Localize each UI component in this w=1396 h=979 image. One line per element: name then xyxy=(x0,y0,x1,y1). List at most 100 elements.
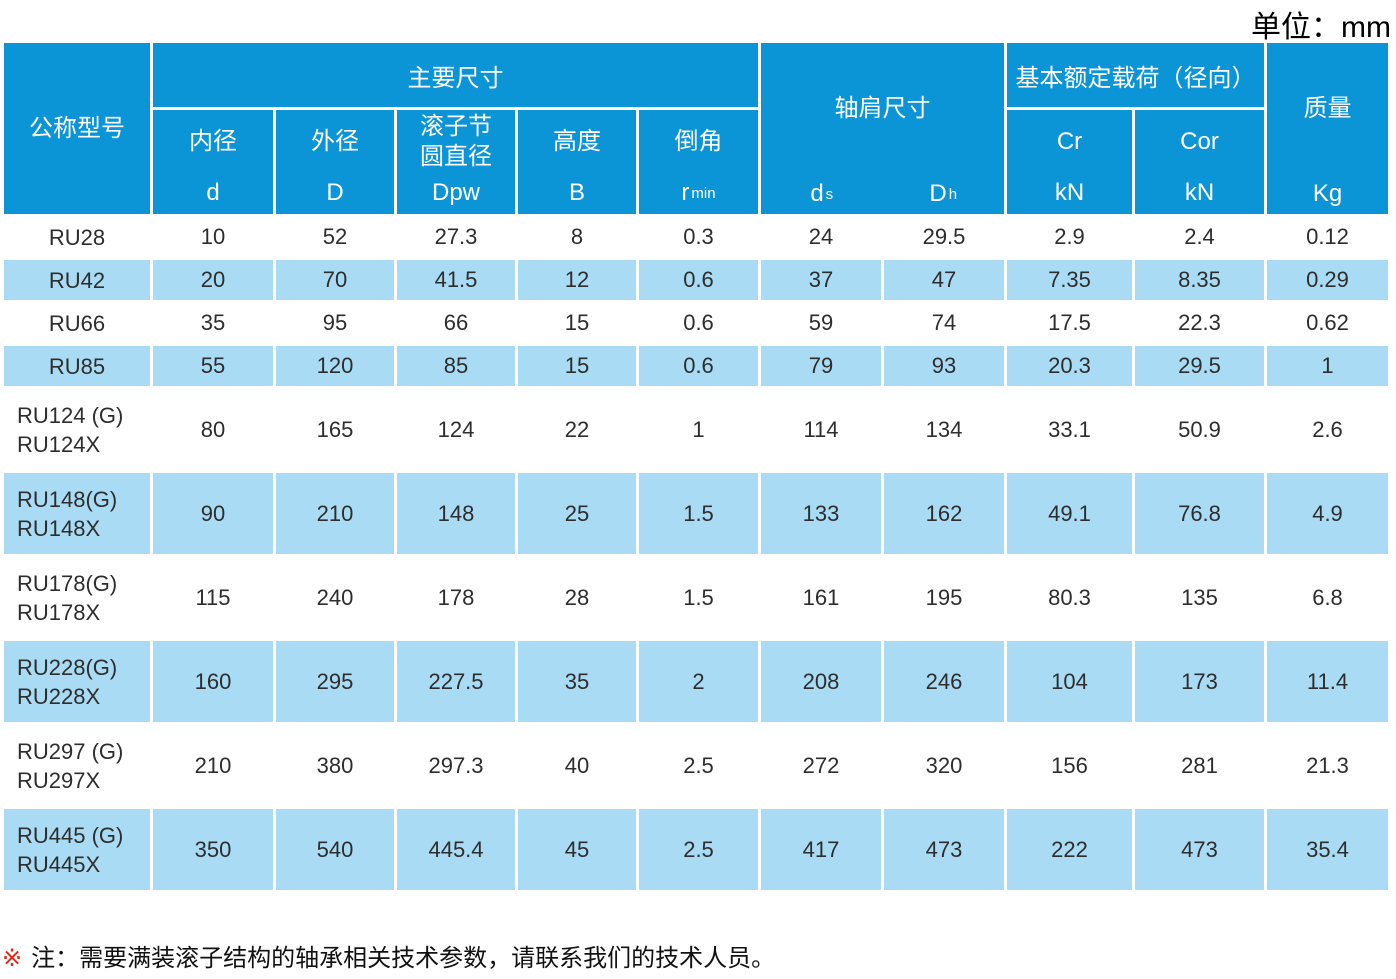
value-cell: 24 xyxy=(761,217,881,257)
header-rated-load: 基本额定载荷（径向） xyxy=(1007,43,1264,107)
value-cell: 12 xyxy=(518,260,636,300)
value-cell: 148 xyxy=(397,473,515,554)
value-cell: 2.9 xyxy=(1007,217,1132,257)
value-cell: 473 xyxy=(884,809,1004,890)
table-row: RU228(G) RU228X 160 295 227.5 35 2 208 246 104 173… xyxy=(4,641,1388,722)
table-row: RU445 (G) RU445X 350 540 445.4 45 2.5 417 473 222… xyxy=(4,809,1388,890)
value-cell: 0.3 xyxy=(639,217,758,257)
table-row: RU85 55 120 85 15 0.6 79 93 20.3 29.5 1 xyxy=(4,346,1388,386)
model-cell: RU228(G) RU228X xyxy=(4,641,150,722)
value-cell: 20.3 xyxy=(1007,346,1132,386)
value-cell: 115 xyxy=(153,557,273,638)
value-cell: 28 xyxy=(518,557,636,638)
value-cell: 2.5 xyxy=(639,809,758,890)
value-cell: 134 xyxy=(884,389,1004,470)
value-cell: 80 xyxy=(153,389,273,470)
value-cell: 2.6 xyxy=(1267,389,1388,470)
header-model-label: 公称型号 xyxy=(29,114,125,142)
value-cell: 162 xyxy=(884,473,1004,554)
model-cell: RU28 xyxy=(4,217,150,257)
table-row: RU42 20 70 41.5 12 0.6 37 47 7.35 8.35 0.29 xyxy=(4,260,1388,300)
value-cell: 2.5 xyxy=(639,725,758,806)
header-row-2: 内径 d 外径 D 滚子节 圆直径 xyxy=(4,110,1388,214)
header-col-cr: Cr kN xyxy=(1007,110,1132,214)
header-col-inner-diameter: 内径 d xyxy=(153,110,273,214)
note-asterisk: ※ xyxy=(2,945,23,972)
value-cell: 104 xyxy=(1007,641,1132,722)
value-cell: 45 xyxy=(518,809,636,890)
value-cell: 240 xyxy=(276,557,394,638)
value-cell: 15 xyxy=(518,303,636,343)
value-cell: 52 xyxy=(276,217,394,257)
value-cell: 29.5 xyxy=(1135,346,1264,386)
value-cell: 120 xyxy=(276,346,394,386)
value-cell: 6.8 xyxy=(1267,557,1388,638)
value-cell: 114 xyxy=(761,389,881,470)
header-mass-label: 质量 xyxy=(1303,94,1352,122)
value-cell: 35 xyxy=(153,303,273,343)
value-cell: 195 xyxy=(884,557,1004,638)
value-cell: 445.4 xyxy=(397,809,515,890)
value-cell: 76.8 xyxy=(1135,473,1264,554)
value-cell: 281 xyxy=(1135,725,1264,806)
value-cell: 133 xyxy=(761,473,881,554)
header-sym-Dpw: Dpw xyxy=(431,179,480,206)
model-cell: RU66 xyxy=(4,303,150,343)
table-row: RU124 (G) RU124X 80 165 124 22 1 114 134 33.1 50.9… xyxy=(4,389,1388,470)
value-cell: 1.5 xyxy=(639,473,758,554)
value-cell: 95 xyxy=(276,303,394,343)
value-cell: 93 xyxy=(884,346,1004,386)
table-body: RU28 10 52 27.3 8 0.3 24 29.5 2.9 2.4 0.12 RU42 20 70… xyxy=(4,217,1388,890)
table-row: RU297 (G) RU297X 210 380 297.3 40 2.5 272 320 156… xyxy=(4,725,1388,806)
value-cell: 20 xyxy=(153,260,273,300)
header-main-dims: 主要尺寸 xyxy=(153,43,758,107)
value-cell: 320 xyxy=(884,725,1004,806)
header-sym-B: B xyxy=(568,179,585,206)
value-cell: 35 xyxy=(518,641,636,722)
value-cell: 1 xyxy=(1267,346,1388,386)
header-col-chamfer: 倒角 r min xyxy=(639,110,758,214)
value-cell: 178 xyxy=(397,557,515,638)
value-cell: 350 xyxy=(153,809,273,890)
value-cell: 27.3 xyxy=(397,217,515,257)
note-text: 注：需要满装滚子结构的轴承相关技术参数，请联系我们的技术人员。 xyxy=(31,945,776,972)
value-cell: 70 xyxy=(276,260,394,300)
header-sym-D: D xyxy=(326,179,344,206)
header-col-outer-diameter: 外径 D xyxy=(276,110,394,214)
value-cell: 124 xyxy=(397,389,515,470)
value-cell: 90 xyxy=(153,473,273,554)
value-cell: 7.35 xyxy=(1007,260,1132,300)
value-cell: 80.3 xyxy=(1007,557,1132,638)
header-shoulder-label: 轴肩尺寸 xyxy=(834,94,931,122)
table-row: RU28 10 52 27.3 8 0.3 24 29.5 2.9 2.4 0.12 xyxy=(4,217,1388,257)
value-cell: 380 xyxy=(276,725,394,806)
header-sym-d: d xyxy=(206,179,220,206)
value-cell: 0.29 xyxy=(1267,260,1388,300)
value-cell: 417 xyxy=(761,809,881,890)
value-cell: 297.3 xyxy=(397,725,515,806)
model-cell: RU178(G) RU178X xyxy=(4,557,150,638)
model-cell: RU445 (G) RU445X xyxy=(4,809,150,890)
header-unit-cr: kN xyxy=(1054,179,1085,206)
value-cell: 40 xyxy=(518,725,636,806)
value-cell: 74 xyxy=(884,303,1004,343)
value-cell: 173 xyxy=(1135,641,1264,722)
value-cell: 135 xyxy=(1135,557,1264,638)
value-cell: 22.3 xyxy=(1135,303,1264,343)
header-col-height: 高度 B xyxy=(518,110,636,214)
value-cell: 0.12 xyxy=(1267,217,1388,257)
header-mass: 质量 Kg xyxy=(1267,43,1388,214)
value-cell: 17.5 xyxy=(1007,303,1132,343)
value-cell: 85 xyxy=(397,346,515,386)
value-cell: 29.5 xyxy=(884,217,1004,257)
table-row: RU66 35 95 66 15 0.6 59 74 17.5 22.3 0.62 xyxy=(4,303,1388,343)
value-cell: 1 xyxy=(639,389,758,470)
value-cell: 59 xyxy=(761,303,881,343)
value-cell: 540 xyxy=(276,809,394,890)
model-cell: RU42 xyxy=(4,260,150,300)
header-col-pitch-diameter: 滚子节 圆直径 Dpw xyxy=(397,110,515,214)
